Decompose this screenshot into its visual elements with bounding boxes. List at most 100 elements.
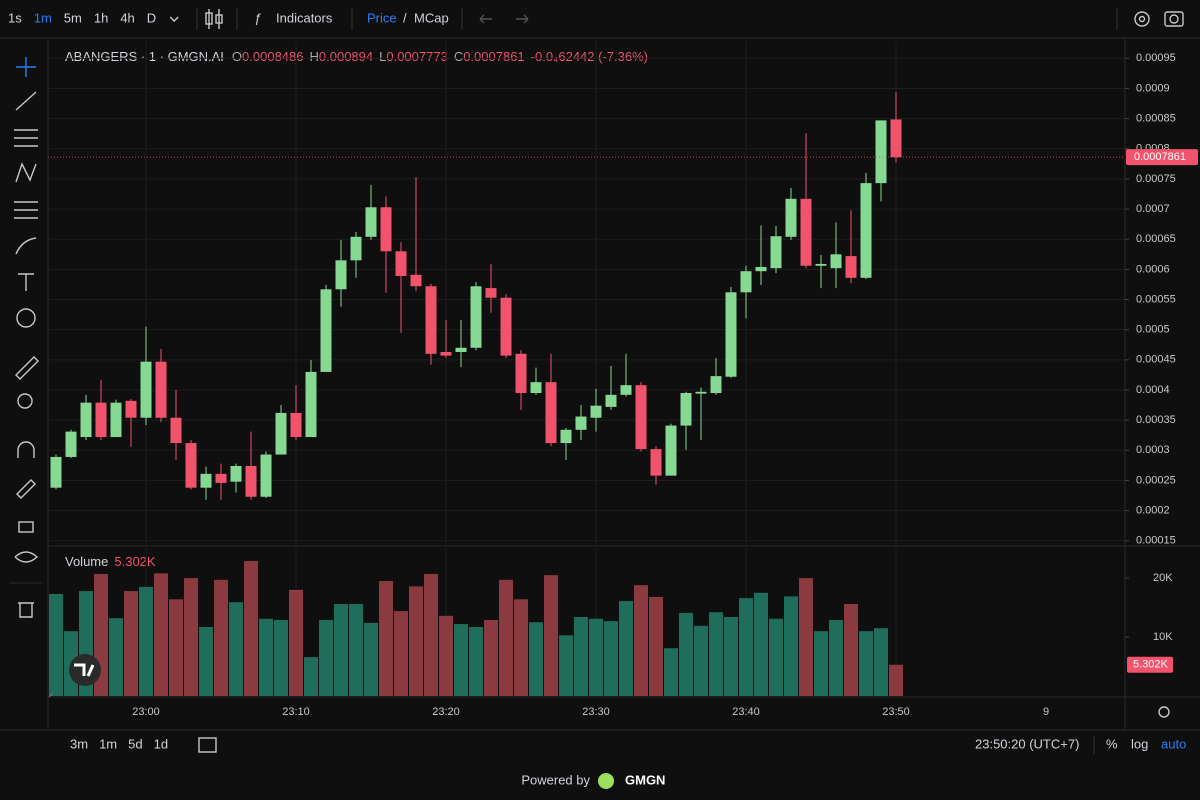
- toggle-separator: /: [403, 10, 407, 25]
- projection-tool[interactable]: [14, 201, 38, 219]
- volume-bar: [889, 664, 903, 696]
- emoji-tool[interactable]: [16, 308, 36, 328]
- candle-body: [470, 286, 482, 348]
- volume-bar: [214, 579, 228, 696]
- interval-button[interactable]: 1s: [8, 10, 22, 25]
- close-key: C: [454, 49, 463, 64]
- candle-body: [50, 456, 62, 488]
- volume-bar: [499, 579, 513, 696]
- interval-button[interactable]: 1m: [34, 10, 52, 25]
- gmgn-logo: [598, 773, 614, 789]
- date-range-button[interactable]: [198, 737, 217, 753]
- range-button[interactable]: 3m: [70, 736, 88, 751]
- candle-body: [515, 353, 527, 394]
- close-value: 0.0007861: [463, 49, 524, 64]
- candle-body: [410, 274, 422, 287]
- lock-drawing-tool[interactable]: [16, 479, 36, 499]
- volume-bar: [364, 622, 378, 696]
- fib-tool[interactable]: [14, 129, 38, 147]
- volume-bar: [289, 589, 303, 696]
- volume-bar: [169, 599, 183, 696]
- last-price-badge: [1126, 149, 1198, 166]
- last-volume-badge: [1127, 656, 1173, 673]
- tv-logo-mark: [74, 663, 95, 677]
- volume-bar: [139, 586, 153, 696]
- candle-body: [620, 385, 632, 395]
- candle-body: [185, 443, 197, 488]
- legend: ABANGERS · 1 · GMGN.AI O0.0008486 H0.00089…: [65, 49, 648, 64]
- hide-tool[interactable]: [14, 551, 39, 563]
- candle-body: [125, 400, 137, 418]
- auto-toggle[interactable]: auto: [1161, 736, 1186, 751]
- range-button[interactable]: 5d: [128, 736, 142, 751]
- ruler-tool[interactable]: [15, 356, 39, 380]
- axis-settings[interactable]: [1158, 706, 1170, 718]
- brush-tool[interactable]: [15, 237, 37, 255]
- candle-body: [320, 289, 332, 372]
- x-tick-label: 23:20: [432, 706, 460, 718]
- volume-bar: [859, 631, 873, 696]
- scroll-arrow: [48, 692, 54, 698]
- symbol-title: ABANGERS · 1 · GMGN.AI: [65, 49, 224, 64]
- candle-body: [215, 473, 227, 483]
- interval-button[interactable]: 4h: [120, 10, 134, 25]
- text-tool[interactable]: [18, 273, 34, 291]
- volume-bar: [619, 601, 633, 696]
- volume-bar: [349, 604, 363, 696]
- volume-bar: [334, 604, 348, 696]
- volume-bar: [739, 598, 753, 696]
- y-tick-label: 0.0007: [1136, 203, 1170, 215]
- candle-body: [680, 393, 692, 426]
- y-tick-label: 0.00015: [1136, 535, 1176, 547]
- candle-type-button[interactable]: [205, 9, 223, 29]
- screenshot-icon: [1169, 14, 1179, 24]
- redo-button[interactable]: [516, 14, 529, 24]
- interval-button[interactable]: D: [147, 10, 156, 25]
- candle-body: [890, 119, 902, 158]
- y-tick-label: 0.00075: [1136, 173, 1176, 185]
- y-tick-label: 0.0005: [1136, 324, 1170, 336]
- trend-line-tool[interactable]: [15, 91, 37, 111]
- undo-button[interactable]: [479, 14, 492, 24]
- volume-bar: [109, 618, 123, 696]
- volume-bar: [319, 619, 333, 696]
- settings-button[interactable]: [1134, 11, 1150, 27]
- pattern-tool[interactable]: [15, 162, 37, 183]
- volume-bar: [709, 612, 723, 696]
- volume-bar: [829, 619, 843, 696]
- y-tick-label: 20K: [1153, 572, 1173, 584]
- volume-bar: [379, 581, 393, 696]
- y-tick-label: 0.00055: [1136, 293, 1176, 305]
- indicators-button[interactable]: Indicators: [276, 10, 333, 25]
- range-button[interactable]: 1m: [99, 736, 117, 751]
- interval-bar: 1s 1m 5m 1h 4h D: [8, 10, 179, 25]
- candle-body: [740, 271, 752, 293]
- candle-body: [815, 263, 827, 266]
- lock-tool[interactable]: [18, 521, 34, 533]
- percent-toggle[interactable]: %: [1106, 736, 1118, 751]
- candle-body: [650, 449, 662, 476]
- candle-body: [590, 405, 602, 418]
- candle-body: [245, 465, 257, 497]
- drawing-toolbar: [10, 57, 42, 618]
- interval-button[interactable]: 5m: [64, 10, 82, 25]
- brand: GMGN: [625, 772, 665, 787]
- interval-button[interactable]: 1h: [94, 10, 108, 25]
- candle-body: [710, 376, 722, 394]
- candle-body: [845, 256, 857, 278]
- delete-tool[interactable]: [18, 602, 34, 618]
- log-toggle[interactable]: log: [1131, 736, 1148, 751]
- price-toggle[interactable]: Price: [367, 10, 397, 25]
- range-button[interactable]: 1d: [154, 736, 168, 751]
- magnet-tool[interactable]: [17, 441, 35, 458]
- candle-body: [425, 286, 437, 354]
- volume-bar: [529, 622, 543, 696]
- crosshair-tool[interactable]: [16, 57, 36, 77]
- candle-body: [350, 236, 362, 261]
- zoom-tool[interactable]: [17, 393, 33, 409]
- volume-bar: [304, 657, 318, 696]
- candle-body: [65, 431, 77, 457]
- screenshot-button[interactable]: [1164, 11, 1184, 27]
- mcap-toggle[interactable]: MCap: [414, 10, 449, 25]
